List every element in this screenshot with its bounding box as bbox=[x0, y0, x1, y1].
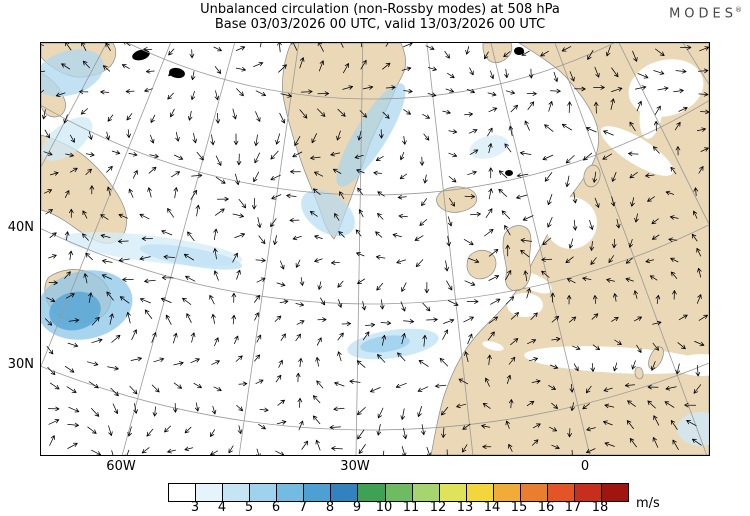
figure-subtitle: Base 03/03/2026 00 UTC, valid 13/03/2026… bbox=[214, 17, 546, 32]
lon-label-30W: 30W bbox=[340, 459, 370, 474]
colorbar-segment-16 bbox=[602, 484, 629, 501]
colorbar-segment-5 bbox=[304, 484, 332, 501]
colorbar-tick-12: 12 bbox=[429, 500, 447, 515]
wind-vectors bbox=[41, 43, 709, 455]
shaded-region-canadian-arctic bbox=[41, 49, 104, 97]
colorbar-segment-11 bbox=[466, 484, 494, 501]
map-canvas bbox=[41, 43, 709, 455]
colorbar-tick-7: 7 bbox=[298, 500, 308, 515]
figure-title: Unbalanced circulation (non-Rossby modes… bbox=[200, 2, 560, 17]
registered-mark: ® bbox=[735, 6, 742, 14]
lon-label-0: 0 bbox=[580, 459, 590, 474]
colorbar-segment-14 bbox=[547, 484, 575, 501]
colorbar-tick-4: 4 bbox=[217, 500, 227, 515]
colorbar-segment-1 bbox=[196, 484, 224, 501]
colorbar-segment-15 bbox=[574, 484, 602, 501]
shaded-region-norwegian-sea bbox=[469, 135, 509, 159]
colorbar-tick-16: 16 bbox=[537, 500, 555, 515]
colorbar-segment-9 bbox=[412, 484, 440, 501]
colorbar-tick-17: 17 bbox=[564, 500, 582, 515]
colorbar-segment-12 bbox=[493, 484, 521, 501]
modes-logo: MODES® bbox=[669, 6, 742, 21]
shaded-region-baffin-left-edge bbox=[41, 117, 93, 161]
map-frame bbox=[40, 42, 710, 456]
colorbar-tick-11: 11 bbox=[402, 500, 420, 515]
colorbar-tick-14: 14 bbox=[483, 500, 501, 515]
colorbar-tick-10: 10 bbox=[375, 500, 393, 515]
colorbar-segment-7 bbox=[358, 484, 386, 501]
colorbar-ticks: 3 4 5 6 7 8 9 10 11 12 13 14 15 16 17 18 bbox=[168, 500, 627, 516]
colorbar-segment-0 bbox=[169, 484, 197, 501]
speed-shading bbox=[41, 49, 709, 446]
colorbar-segment-10 bbox=[439, 484, 467, 501]
colorbar-tick-15: 15 bbox=[510, 500, 528, 515]
lat-label-30N: 30N bbox=[7, 357, 34, 372]
colorbar-tick-13: 13 bbox=[456, 500, 474, 515]
colorbar-segment-3 bbox=[250, 484, 278, 501]
colorbar bbox=[168, 483, 629, 502]
colorbar-segment-6 bbox=[331, 484, 359, 501]
shaded-region-east-greenland-coast bbox=[336, 83, 406, 187]
wind-vector-arrows bbox=[41, 43, 709, 455]
colorbar-unit: m/s bbox=[636, 496, 660, 511]
shaded-region-south-greenland bbox=[301, 189, 355, 237]
colorbar-segment-4 bbox=[277, 484, 305, 501]
colorbar-tick-18: 18 bbox=[591, 500, 609, 515]
lat-label-40N: 40N bbox=[7, 220, 34, 235]
graticule bbox=[41, 43, 709, 455]
colorbar-tick-5: 5 bbox=[244, 500, 254, 515]
shaded-region-newfoundland-max-core bbox=[49, 291, 101, 331]
modes-logo-text: MODES bbox=[669, 6, 737, 22]
shaded-region-mid-atlantic-core bbox=[360, 335, 410, 353]
colorbar-tick-8: 8 bbox=[325, 500, 335, 515]
lon-label-60W: 60W bbox=[106, 459, 136, 474]
colorbar-tick-6: 6 bbox=[271, 500, 281, 515]
shaded-region-west-atlantic-band-core bbox=[139, 244, 243, 270]
figure-titles: Unbalanced circulation (non-Rossby modes… bbox=[40, 2, 720, 32]
colorbar-segment-2 bbox=[223, 484, 251, 501]
colorbar-segment-13 bbox=[520, 484, 548, 501]
colorbar-segment-8 bbox=[385, 484, 413, 501]
shaded-region-west-mediterranean-edge bbox=[677, 412, 709, 446]
colorbar-tick-9: 9 bbox=[352, 500, 362, 515]
colorbar-tick-3: 3 bbox=[190, 500, 200, 515]
